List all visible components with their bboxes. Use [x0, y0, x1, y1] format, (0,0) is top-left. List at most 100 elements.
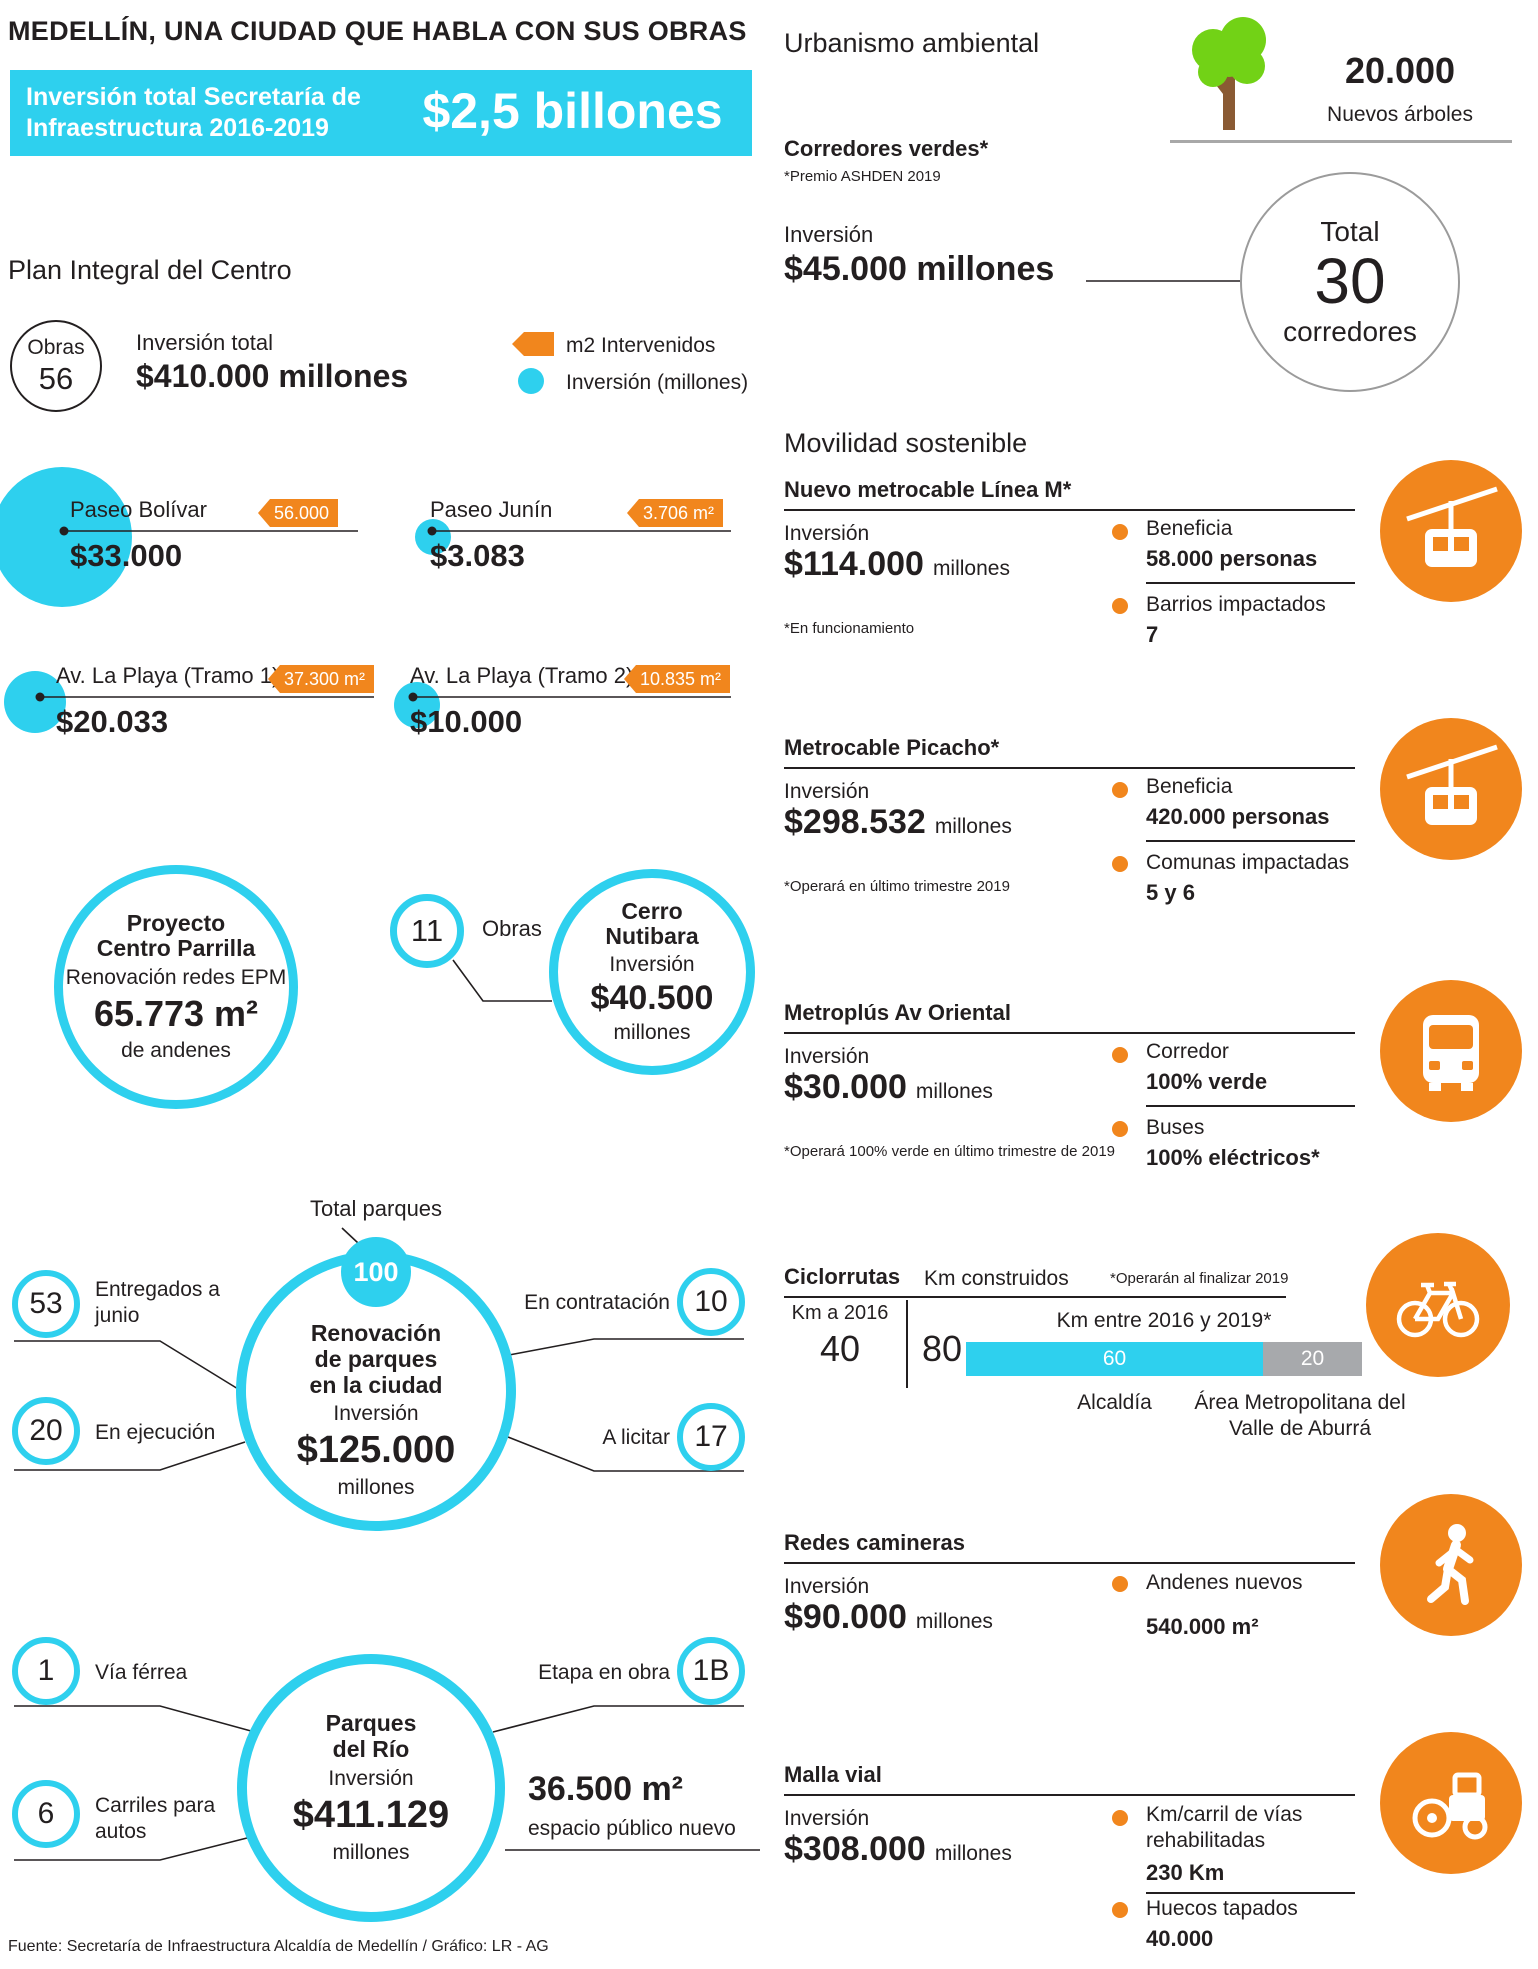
inversion-value: $298.532: [784, 803, 926, 841]
bubble-paseo-bolivar: [0, 467, 132, 607]
obras-11-count: 11: [410, 913, 444, 948]
bullet-rule: [1146, 1105, 1355, 1107]
section-note: *Operará 100% verde en último trimestre …: [784, 1143, 1116, 1160]
corredores-inversion-label: Inversión: [784, 222, 874, 247]
cerro-nutibara-unit: millones: [613, 1021, 691, 1045]
parques-100-badge: 100: [341, 1237, 411, 1307]
parques-inversion-value: $125.000: [296, 1429, 456, 1472]
cerro-nutibara-circle: Cerro Nutibara Inversión $40.500 millone…: [549, 869, 755, 1075]
parques-stat-ejecucion-circle: 20: [12, 1397, 80, 1465]
bullet-dot-icon: [1112, 782, 1128, 798]
section-heading: Metroplús Av Oriental: [784, 1000, 1011, 1025]
obras-11-circle: 11: [390, 894, 464, 968]
bubble-name: Paseo Bolívar: [70, 497, 207, 522]
inversion-total-label: Inversión total: [136, 330, 273, 355]
parques-rio-inversion-unit: millones: [332, 1840, 410, 1864]
bullet-value: 540.000 m²: [1146, 1614, 1259, 1639]
ciclorrutas-rule: [784, 1296, 1286, 1298]
parques-total-value: 100: [353, 1256, 399, 1287]
bullet-dot-icon: [1112, 1810, 1128, 1826]
stat-label: A licitar: [602, 1426, 670, 1449]
new-trees-value: 20.000: [1344, 50, 1456, 91]
pedestrian-icon: [1380, 1494, 1522, 1636]
bubble-value: $20.033: [56, 704, 169, 739]
legend-m2-label: m2 Intervenidos: [566, 334, 716, 357]
parques-stat-licitar-circle: 17: [677, 1403, 745, 1471]
km-after-value: 80: [921, 1328, 963, 1369]
stat-label: En contratación: [524, 1291, 670, 1314]
plan-centro-title: Plan Integral del Centro: [8, 255, 292, 285]
inversion-unit: millones: [915, 1080, 993, 1103]
bubble-la-playa-1: [4, 671, 66, 733]
legend-investment-label: Inversión (millones): [566, 371, 749, 394]
bar-alcaldia: 60: [966, 1342, 1263, 1376]
parques-rio-inversion-label: Inversión: [328, 1766, 414, 1790]
stat-value: 1B: [692, 1654, 730, 1687]
stat-value: 1: [37, 1654, 55, 1687]
bullet-value: 230 Km: [1146, 1860, 1225, 1885]
bubble-name: Av. La Playa (Tramo 1): [56, 663, 280, 688]
obras-count: 56: [38, 360, 74, 396]
bullet-label: Beneficia: [1146, 517, 1233, 540]
legend-m2-tag-icon: [512, 332, 554, 356]
gondola-icon: [1380, 718, 1522, 860]
inversion-unit: millones: [915, 1610, 993, 1633]
centro-parrilla-note: de andenes: [121, 1039, 231, 1063]
inversion-unit: millones: [934, 1842, 1012, 1865]
parques-inversion-unit: millones: [337, 1476, 415, 1500]
parques-total-label: Total parques: [309, 1196, 443, 1221]
total-corredores-circle: Total 30 corredores: [1240, 172, 1460, 392]
parques-stat-entregados-circle: 53: [12, 1270, 80, 1338]
inversion-label: Inversión: [784, 1575, 870, 1598]
bullet-value: 58.000 personas: [1146, 546, 1318, 571]
bullet-dot-icon: [1112, 598, 1128, 614]
ciclorrutas-subtitle: Km construidos: [924, 1267, 1069, 1290]
stat-value: 17: [694, 1420, 728, 1453]
inversion-label: Inversión: [784, 522, 870, 545]
page-title: MEDELLÍN, UNA CIUDAD QUE HABLA CON SUS O…: [8, 16, 747, 46]
section-heading: Malla vial: [784, 1762, 882, 1787]
corredores-inversion-value: $45.000 millones: [784, 250, 1055, 288]
ciclorrutas-note: *Operarán al finalizar 2019: [1110, 1270, 1289, 1287]
inversion-label: Inversión: [784, 1045, 870, 1068]
urbanismo-title: Urbanismo ambiental: [784, 28, 1040, 58]
bus-icon: [1380, 980, 1522, 1122]
bullet-rule: [1146, 582, 1355, 584]
section-rule: [784, 767, 1355, 769]
source-credit: Fuente: Secretaría de Infraestructura Al…: [8, 1938, 549, 1955]
bullet-label: Barrios impactados: [1146, 593, 1326, 616]
km-after-label: Km entre 2016 y 2019*: [1056, 1309, 1272, 1332]
stat-label: En ejecución: [95, 1421, 216, 1444]
gondola-icon: [1380, 460, 1522, 602]
section-heading: Redes camineras: [784, 1530, 965, 1555]
legend-investment-dot-icon: [518, 368, 544, 394]
bullet-dot-icon: [1112, 1047, 1128, 1063]
bar-area-label: Área Metropolitana del Valle de Aburrá: [1194, 1391, 1406, 1440]
inversion-value: $308.000: [784, 1830, 926, 1868]
inversion-value: $30.000: [784, 1068, 907, 1106]
rio-stat-etapa-circle: 1B: [677, 1637, 745, 1705]
corredores-verdes-title: Corredores verdes*: [784, 136, 989, 161]
cerro-nutibara-value: $40.500: [590, 979, 714, 1018]
corredores-verdes-note: *Premio ASHDEN 2019: [784, 168, 941, 185]
total-investment-banner: Inversión total Secretaría de Infraestru…: [10, 70, 752, 156]
ground-line: [1170, 140, 1512, 143]
section-rule: [784, 509, 1355, 511]
parques-rio-inversion-value: $411.129: [292, 1793, 450, 1836]
inversion-label: Inversión: [784, 1807, 870, 1830]
bubble-name: Av. La Playa (Tramo 2): [410, 663, 634, 688]
section-heading: Nuevo metrocable Línea M*: [784, 477, 1072, 502]
inversion-label: Inversión: [784, 780, 870, 803]
bullet-rule: [1146, 840, 1355, 842]
rio-stat-carriles-circle: 6: [12, 1780, 80, 1848]
stat-label: Entregados a junio: [95, 1278, 220, 1327]
bullet-rule: [1146, 1892, 1355, 1894]
bubble-value: $3.083: [430, 538, 525, 573]
bullet-dot-icon: [1112, 524, 1128, 540]
cerro-nutibara-inversion-label: Inversión: [609, 953, 695, 977]
stat-value: 6: [37, 1797, 55, 1830]
parques-stat-contratacion-circle: 10: [677, 1268, 745, 1336]
bullet-label: Km/carril de vías rehabilitadas: [1146, 1803, 1303, 1852]
banner-label: Inversión total Secretaría de Infraestru…: [26, 83, 361, 143]
bubble-value: $10.000: [410, 704, 523, 739]
